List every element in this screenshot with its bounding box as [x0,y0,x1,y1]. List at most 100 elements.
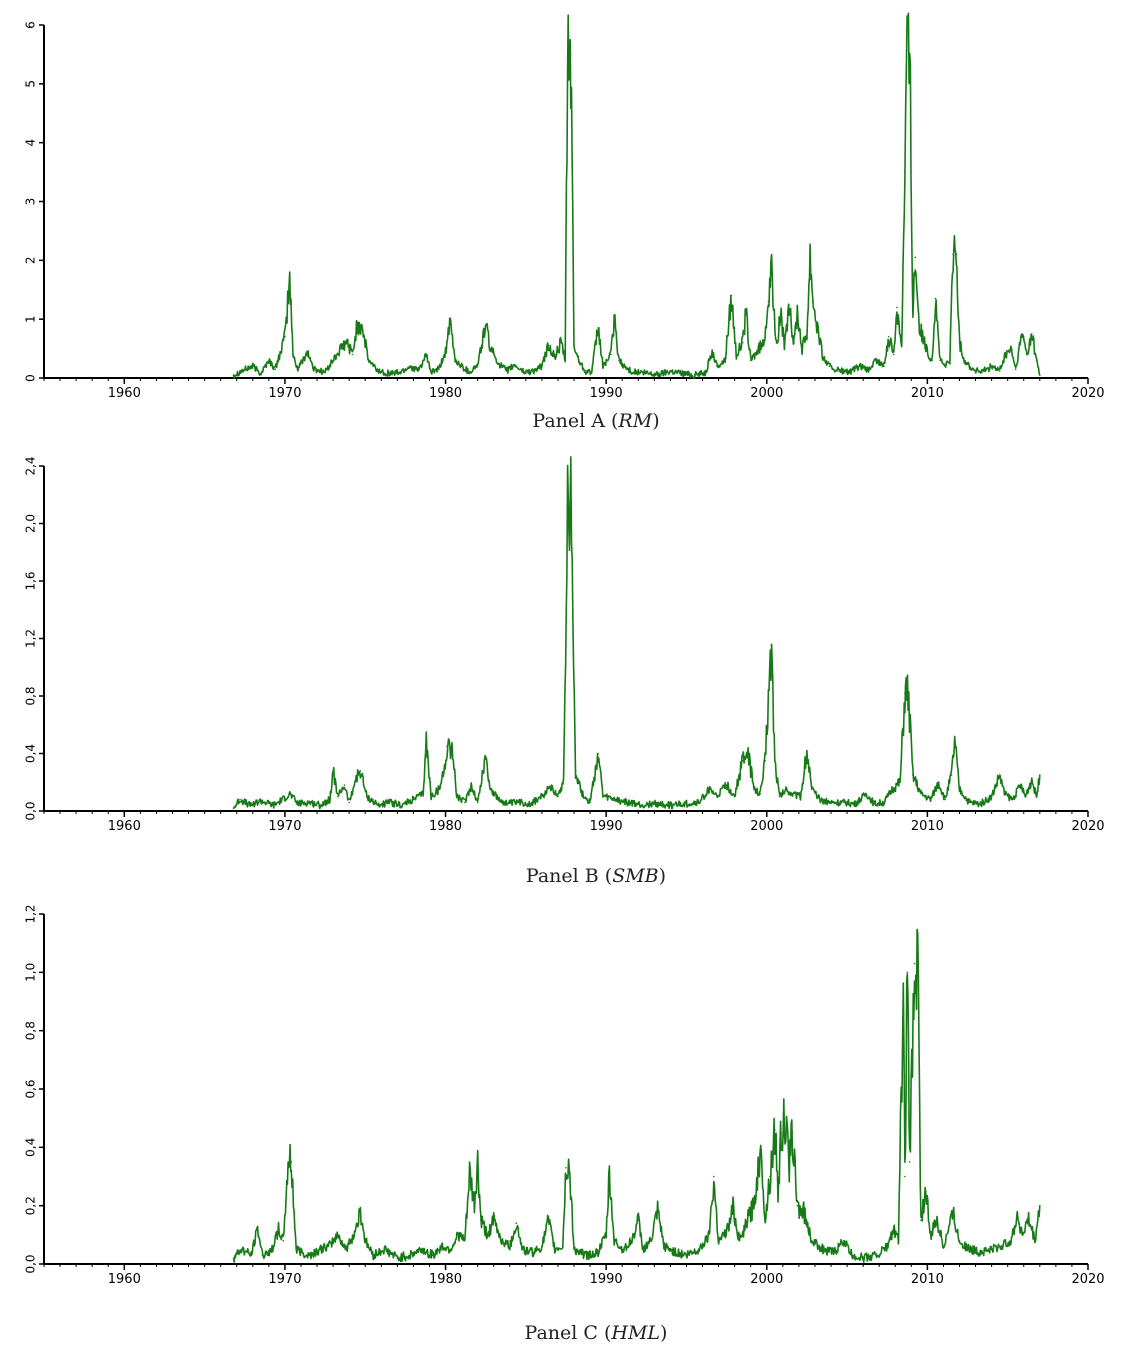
data-point [1039,374,1041,376]
data-point [240,370,243,372]
data-point [769,1175,771,1178]
data-point [597,327,599,329]
series-line [232,456,1041,810]
data-point [308,801,310,804]
data-point [523,371,525,373]
data-point [746,1219,749,1222]
data-point [261,1254,264,1257]
data-point [971,368,974,371]
data-point [468,371,471,373]
data-point [451,745,453,748]
data-point [441,1245,444,1248]
data-point [761,1161,763,1163]
data-point [476,1164,479,1166]
data-point [484,755,487,758]
data-point [883,365,885,368]
data-point [288,793,291,795]
data-point [232,1257,235,1259]
data-point [716,365,718,368]
data-point [862,1257,864,1259]
data-point [952,1210,954,1213]
data-point [288,277,291,279]
data-point [998,774,1001,776]
data-point [735,353,738,356]
data-point [724,359,726,362]
data-point [377,370,379,372]
x-tick-label: 1960 [108,819,141,834]
data-point [1024,795,1027,798]
x-tick-label: 2010 [911,819,944,834]
data-point [252,365,254,368]
data-point [770,644,773,647]
data-point [584,370,587,372]
data-point [764,1219,766,1222]
data-point [605,1234,607,1236]
data-point [476,364,479,366]
panel-title: Panel B (SMB) [526,865,666,887]
data-point [669,804,672,807]
data-point [631,1239,633,1242]
data-point [650,1239,652,1242]
data-point [952,253,954,256]
data-point [892,353,895,356]
y-tick-label: 2,0 [24,514,38,533]
data-point [327,1245,330,1248]
data-point [757,1161,760,1163]
data-point [730,294,733,297]
y-tick-label: 1 [24,315,38,323]
data-point [361,324,363,326]
data-point [489,788,492,791]
data-point [566,53,569,56]
data-point [343,784,346,786]
data-point [457,1234,460,1236]
data-point [470,784,473,786]
data-point [656,373,659,376]
data-point [353,1234,355,1236]
data-point [745,312,747,315]
data-point [541,365,543,368]
data-point [272,804,275,807]
data-point [287,1161,289,1163]
data-point [449,1248,452,1251]
x-tick-label: 2020 [1071,1272,1104,1287]
data-point [810,788,813,791]
data-point [1003,793,1006,795]
x-tick-label: 1970 [268,386,301,401]
data-point [944,365,946,368]
data-point [348,801,351,804]
data-point [738,1239,741,1242]
data-point [446,745,448,748]
data-point [573,1248,575,1251]
data-point [753,788,755,791]
data-point [248,804,251,807]
data-point [351,353,354,356]
chart-panel-b: 0,0 0,4 0,8 1,2 1,6 2,0 2,4 1960 1970 1980 1990 200… [24,456,1105,887]
y-tick-label: 0,4 [24,1138,38,1157]
data-point [990,795,993,798]
data-point [501,1239,503,1242]
data-point [505,370,508,372]
data-point [383,1248,386,1251]
data-point [438,368,440,371]
data-point [626,801,628,804]
data-point [942,1245,945,1248]
data-point [810,1239,813,1242]
data-point [366,795,368,798]
data-point [438,788,440,791]
data-point [337,1234,339,1236]
data-point [822,356,824,359]
data-point [507,803,510,805]
data-point [492,1219,495,1222]
data-point [562,1245,564,1248]
data-point [297,803,299,805]
data-point [626,368,628,371]
data-point [778,795,781,798]
data-point [529,803,532,805]
data-point [830,801,832,804]
data-point [602,795,604,798]
data-point [1039,1204,1041,1207]
data-point [566,501,569,503]
data-point [955,253,958,256]
data-point [918,324,921,326]
x-tick-label: 2000 [750,819,783,834]
